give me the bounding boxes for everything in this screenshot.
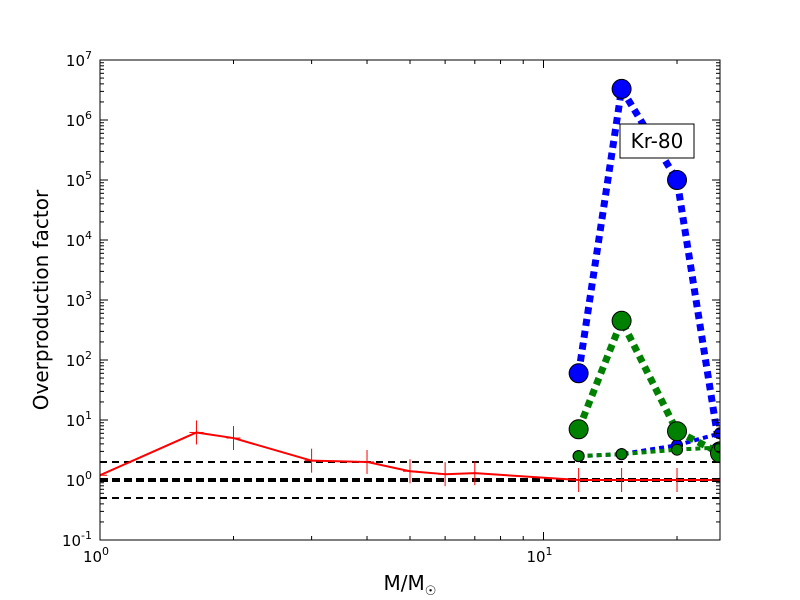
series-0-point-5 [403,459,417,484]
series-0-point-8 [571,468,586,492]
series-3-point-0 [568,419,589,440]
series-0-line [100,431,720,481]
series-3 [568,310,720,464]
series-4 [572,441,720,463]
y-tick-label-7: 106 [66,109,92,130]
y-axis-title: Overproduction factor [29,189,53,410]
annotation-text-0: Kr-80 [631,129,684,153]
series-0-point-1 [189,420,204,445]
y-tick-label-3: 102 [66,349,92,370]
series-0-point-2 [226,426,241,451]
series-0-point-10 [670,468,685,492]
y-tick-label-6: 105 [66,169,92,190]
series-3-point-2 [667,421,688,442]
y-tick-label-5: 104 [66,229,92,250]
annotation-0: Kr-80 [619,123,695,159]
y-tick-label-1: 100 [66,469,92,490]
series-0-point-0 [100,463,107,488]
y-tick-label-0: 10-1 [62,529,92,550]
series-1-point-0 [568,363,589,384]
series-4-point-0 [572,450,585,463]
series-4-point-2 [671,443,684,456]
series-0-point-3 [304,448,319,473]
x-axis-title-sub: ☉ [425,584,437,599]
series-0-point-9 [614,468,629,492]
series-0-point-4 [360,449,375,474]
series-4-line [578,445,720,459]
y-tick-label-8: 107 [66,49,92,70]
annotation-box-0 [619,123,695,159]
series-4-point-1 [615,448,628,461]
x-tick-label-0: 100 [83,545,109,566]
series-0-point-7 [467,461,482,486]
series-4-point-3 [714,441,720,454]
series-1-point-1 [611,78,632,99]
x-tick-label-1: 101 [526,545,552,566]
y-tick-label-4: 103 [66,289,92,310]
series-1-point-2 [667,170,688,190]
series-3-point-1 [611,310,632,331]
x-axis-title: M/M☉ [384,571,437,599]
series-0-point-6 [438,462,453,487]
annotations: Kr-80 [619,123,695,159]
series-3-line [575,317,720,457]
x-axis-title-main: M/M [384,571,425,595]
y-tick-label-2: 101 [66,409,92,430]
